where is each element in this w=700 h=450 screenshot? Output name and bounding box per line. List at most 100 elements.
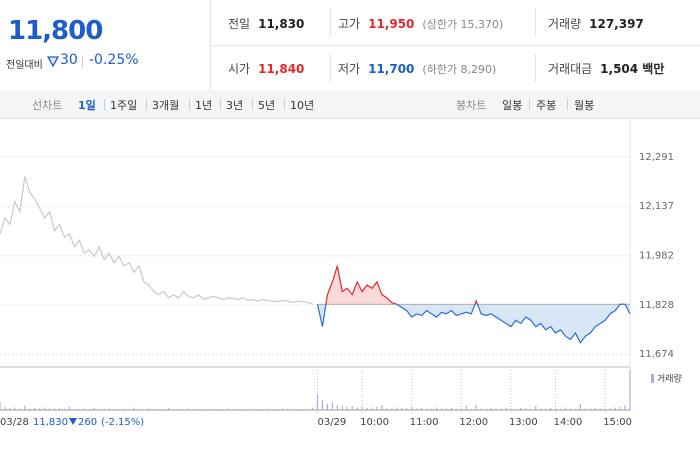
tab-separator [220,99,221,110]
volume-bar [108,408,110,410]
volume-bar [316,394,319,410]
stat-note: (하한가 8,290) [422,63,497,76]
tab-group-label: 선차트 [32,99,63,112]
info-price: 11,830 [33,417,68,428]
period-tab[interactable]: 1주일 [110,99,138,112]
volume-legend-swatch [651,374,654,383]
price-line [0,176,313,305]
stat-value: 11,830 [258,17,305,31]
volume-bar [301,409,304,410]
volume-bar [401,408,403,410]
period-tab[interactable]: 1년 [195,99,213,112]
volume-bar [252,408,254,410]
stat-label: 저가 [338,62,361,76]
volume-bar [177,408,180,410]
stat: 거래대금 1,504 백만 [548,60,664,77]
volume-bar [525,408,527,410]
volume-bar [426,408,428,410]
chart: 12,291 12,137 11,982 11,828 11,674 03/28 03/29… [0,118,700,428]
volume-bar [569,408,572,410]
tab-bar: 선차트 1일 1주일 3개월 1년 3년 5년 10년 봉차트 일봉 주봉 월봉 [0,90,700,119]
volume-bar [366,408,368,410]
period-tab[interactable]: 5년 [258,99,276,112]
stat-value: 1,504 백만 [600,62,665,76]
down-arrow [47,56,59,67]
current-price: 11,800 [8,16,103,46]
volume-bar [113,408,115,410]
volume-bar [505,407,507,410]
volume-bar [83,408,85,410]
tab-group-label: 봉차트 [456,99,487,112]
volume-bar [277,409,279,410]
stat: 전일 11,830 [228,15,304,32]
volume-bar [311,407,314,410]
volume-bar [321,400,324,410]
volume-legend: 거래량 [657,373,682,385]
volume-bar [227,408,229,410]
volume-bar [138,408,140,410]
volume-bar [98,408,100,410]
volume-bar [460,408,462,410]
volume-bar [217,409,219,410]
volume-bar [475,405,477,410]
volume-bar [341,406,343,410]
x-tick-label: 11:00 [410,417,439,428]
candle-tab[interactable]: 일봉 [502,99,523,112]
volume-bar [168,408,170,410]
volume-bar [242,409,244,410]
volume-bar [416,408,418,410]
volume-bar [222,409,224,410]
candle-tab[interactable]: 주봉 [536,99,557,112]
volume-bar [212,408,214,410]
volume-bar [14,407,16,410]
volume-bar [247,409,249,410]
volume-bar [356,407,358,410]
period-tab[interactable]: 1일 [78,99,96,112]
volume-bar [262,409,264,410]
volume-bar [202,409,204,410]
volume-bar [614,407,616,410]
stat: 고가 11,950 (상한가 15,370) [338,15,503,32]
volume-bar [574,408,577,410]
volume-bar [406,408,408,410]
x-tick-label: 03/29 [317,417,346,428]
divider [535,54,536,82]
stat-label: 거래대금 [548,62,593,76]
y-tick-label: 11,828 [639,300,674,311]
change-pct: -0.25% [89,52,139,68]
period-tab[interactable]: 3년 [226,99,244,112]
volume-bar [371,407,373,410]
period-tab[interactable]: 3개월 [152,99,180,112]
stat-value: 11,840 [258,62,305,76]
change: 30 [60,52,78,68]
volume-bar [282,408,284,410]
x-tick-label: 13:00 [509,417,538,428]
volume-bar [232,409,234,410]
tab-separator [189,99,190,110]
stat: 거래량 127,397 [548,15,644,32]
candle-tab[interactable]: 월봉 [574,99,595,112]
volume-bar [331,402,333,410]
volume-bar [411,407,413,410]
volume-bar [9,408,11,410]
volume-bar [237,408,239,410]
volume-bar [128,409,130,410]
period-tab[interactable]: 10년 [290,99,315,112]
volume-bar [554,408,557,410]
x-tick-label: 12:00 [459,417,488,428]
volume-bar [257,409,259,410]
volume-bar [480,408,482,410]
volume-bar [540,408,542,410]
volume-bar [63,408,66,410]
volume-bar [361,406,363,410]
volume-bar [465,406,467,410]
divider [535,8,536,36]
volume-bar [153,409,155,410]
volume-bar [34,408,36,410]
volume-bar [29,408,31,410]
volume-bar [306,408,309,410]
tab-separator [567,99,568,110]
volume-bar [297,409,299,410]
divider [82,56,83,68]
